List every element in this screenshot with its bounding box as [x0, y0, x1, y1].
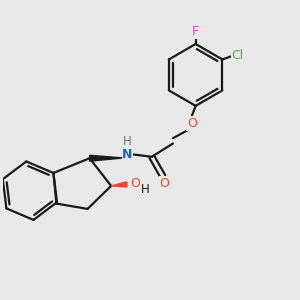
Text: H: H: [123, 135, 131, 148]
Text: Cl: Cl: [232, 50, 244, 62]
Text: N: N: [122, 148, 133, 161]
Polygon shape: [90, 155, 124, 161]
Text: H: H: [141, 183, 150, 196]
Text: O: O: [130, 177, 140, 190]
Text: O: O: [160, 177, 170, 190]
Text: O: O: [187, 117, 197, 130]
Polygon shape: [111, 182, 127, 187]
Text: F: F: [192, 25, 199, 38]
